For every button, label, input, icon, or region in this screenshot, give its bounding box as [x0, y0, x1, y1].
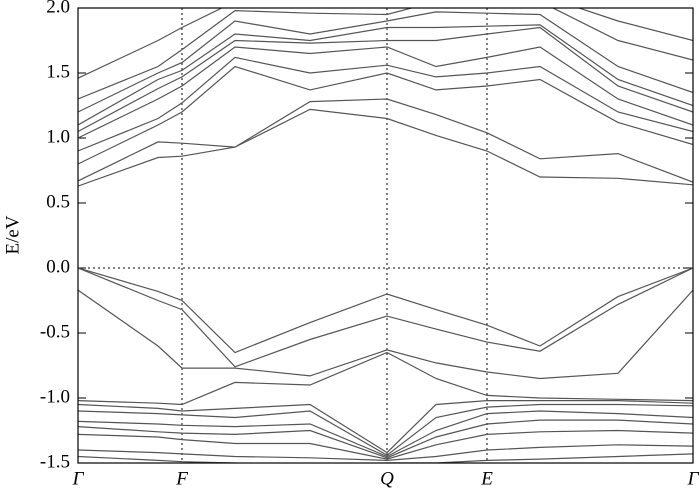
band-line — [78, 98, 693, 183]
plot-frame — [77, 7, 694, 464]
x-tick-label: Q — [380, 468, 394, 489]
x-tick-label: Γ — [687, 468, 700, 489]
x-tick-label: Γ — [72, 468, 85, 489]
y-axis-label: E/eV — [2, 215, 23, 254]
band-line — [78, 11, 693, 113]
band-line — [78, 108, 693, 187]
band-line — [78, 26, 693, 133]
y-tick-label: -1.5 — [40, 451, 70, 472]
band-line — [78, 65, 693, 165]
x-tick-label: E — [480, 468, 493, 489]
y-tick-label: 0.0 — [46, 256, 70, 277]
band-line — [78, 46, 693, 139]
y-tick-label: -1.0 — [40, 386, 70, 407]
plot-area — [78, 8, 693, 463]
band-line — [78, 24, 693, 126]
band-line — [78, 267, 693, 354]
y-tick-label: 0.5 — [46, 191, 70, 212]
band-line — [78, 289, 693, 380]
band-line — [78, 267, 693, 368]
y-tick-label: 1.0 — [46, 126, 70, 147]
band-line — [78, 429, 693, 460]
band-line — [78, 56, 693, 152]
band-line — [78, 400, 693, 454]
y-tick-label: -0.5 — [40, 321, 70, 342]
x-tick-label: F — [175, 468, 188, 489]
y-tick-label: 2.0 — [46, 0, 70, 17]
band-line — [78, 410, 693, 458]
band-line — [78, 444, 693, 462]
band-line — [78, 419, 693, 459]
bands — [78, 8, 693, 463]
band-line — [78, 403, 693, 456]
band-line — [78, 453, 693, 463]
band-line — [78, 8, 693, 79]
band-line — [78, 351, 693, 406]
band-line — [78, 8, 693, 100]
y-tick-label: 1.5 — [46, 61, 70, 82]
